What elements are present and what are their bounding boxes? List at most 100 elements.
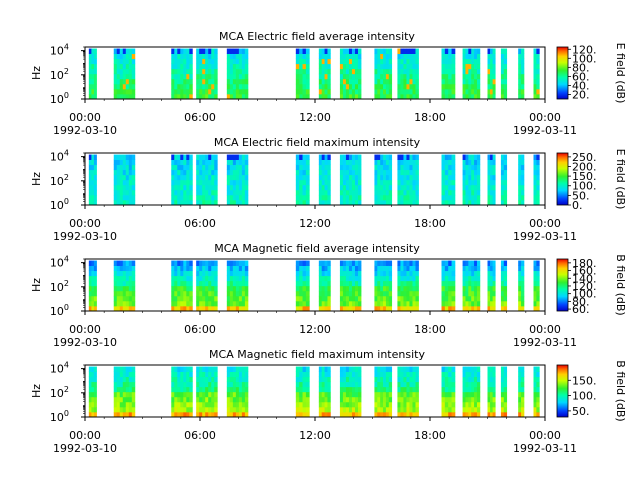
data-cell [400, 376, 404, 383]
colorbar: 20.40.60.80.100.120. E field (dB) [556, 43, 627, 103]
data-cell [409, 199, 413, 206]
data-cell [339, 396, 344, 403]
data-cell [299, 265, 303, 272]
data-cell [299, 83, 303, 90]
data-cell [412, 396, 416, 403]
data-cell [318, 53, 323, 60]
data-cell [208, 381, 212, 388]
data-cell [345, 184, 350, 191]
data-cell [503, 159, 508, 166]
data-cell [521, 53, 525, 60]
data-cell [202, 386, 206, 393]
data-cell [235, 396, 240, 403]
data-cell [125, 53, 130, 60]
data-cell [409, 194, 413, 201]
data-cell [536, 386, 540, 393]
data-cell [465, 78, 469, 85]
data-cell [196, 406, 200, 413]
data-cell [321, 194, 325, 201]
data-cell [354, 174, 359, 181]
data-cell [131, 265, 136, 272]
y-tick-label: 100 [50, 409, 69, 424]
colorbar-tick-label: 100. [572, 288, 597, 301]
data-cell [119, 189, 124, 196]
data-cell [202, 93, 206, 100]
data-cell [444, 78, 449, 85]
data-cell [202, 199, 206, 206]
data-cell [462, 164, 466, 171]
colorbar-tick-label: 100. [572, 52, 597, 65]
data-cell [388, 189, 393, 196]
data-cell [444, 189, 449, 196]
data-cell [492, 265, 496, 272]
data-cell [196, 300, 200, 307]
colorbar-tick-label: 160. [572, 265, 597, 278]
data-cell [196, 78, 200, 85]
data-cell [244, 265, 249, 272]
data-cell [113, 366, 118, 372]
data-cell [533, 376, 537, 383]
data-cell [205, 295, 209, 302]
data-cell [441, 169, 446, 176]
data-cell [465, 48, 469, 54]
data-cell [299, 179, 303, 186]
data-cell [518, 270, 522, 277]
data-cell [471, 58, 475, 65]
data-cell [174, 63, 178, 70]
data-cell [380, 371, 384, 378]
data-cell [385, 164, 390, 171]
data-cell [403, 189, 407, 196]
data-cell [211, 53, 215, 60]
data-cell [171, 63, 175, 70]
data-cell [468, 401, 472, 408]
data-cell [345, 68, 350, 75]
data-cell [533, 189, 537, 196]
data-cell [533, 164, 537, 171]
data-cell [93, 295, 97, 302]
data-cell [403, 371, 407, 378]
data-cell [388, 386, 393, 393]
data-cell [202, 184, 206, 191]
data-cell [490, 305, 494, 312]
data-cell [492, 159, 496, 166]
data-cell [451, 164, 456, 171]
data-cell [518, 169, 522, 176]
data-cell [189, 78, 193, 85]
data-cell [533, 48, 537, 54]
data-cell [342, 179, 347, 186]
data-cell [476, 159, 481, 166]
data-cell [500, 270, 505, 277]
data-cell [321, 406, 325, 413]
data-cell [171, 83, 175, 90]
y-axis-label: Hz [30, 66, 43, 80]
data-segment [113, 48, 136, 100]
data-cell [183, 371, 187, 378]
data-cell [91, 179, 95, 186]
data-cell [171, 78, 175, 85]
data-cell [214, 73, 218, 80]
data-cell [235, 260, 240, 266]
data-cell [128, 275, 133, 282]
data-cell [238, 386, 243, 393]
data-cell [462, 260, 466, 266]
data-segment [196, 48, 218, 100]
data-cell [462, 391, 466, 398]
data-cell [339, 295, 344, 302]
data-cell [196, 366, 200, 372]
data-cell [400, 265, 404, 272]
data-cell [324, 154, 328, 160]
data-cell [342, 174, 347, 181]
data-cell [119, 58, 124, 65]
data-cell [214, 305, 218, 312]
data-segment [500, 366, 508, 418]
data-cell [177, 48, 181, 54]
data-cell [214, 290, 218, 297]
data-cell [299, 396, 303, 403]
data-cell [500, 366, 505, 372]
data-cell [383, 290, 387, 297]
data-cell [295, 68, 300, 75]
data-cell [93, 164, 97, 171]
data-cell [202, 159, 206, 166]
data-cell [202, 189, 206, 196]
data-cell [487, 381, 491, 388]
